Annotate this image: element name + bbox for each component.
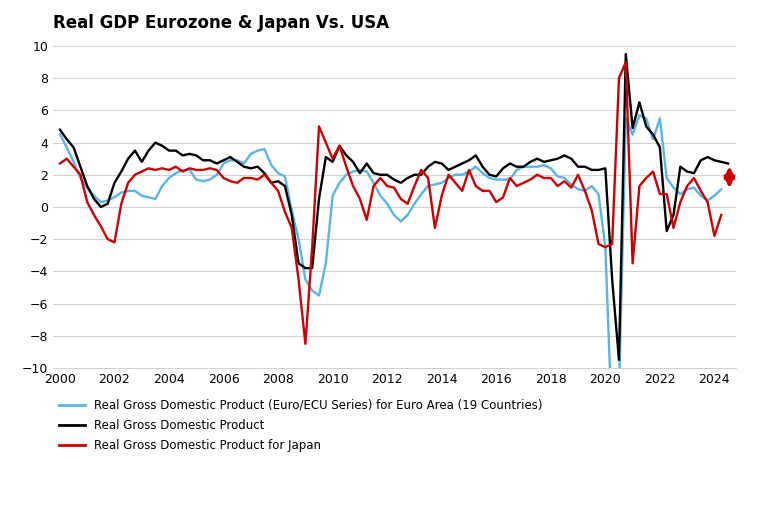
Text: Real GDP Eurozone & Japan Vs. USA: Real GDP Eurozone & Japan Vs. USA — [53, 14, 389, 32]
Legend: Real Gross Domestic Product (Euro/ECU Series) for Euro Area (19 Countries), Real: Real Gross Domestic Product (Euro/ECU Se… — [59, 399, 543, 452]
